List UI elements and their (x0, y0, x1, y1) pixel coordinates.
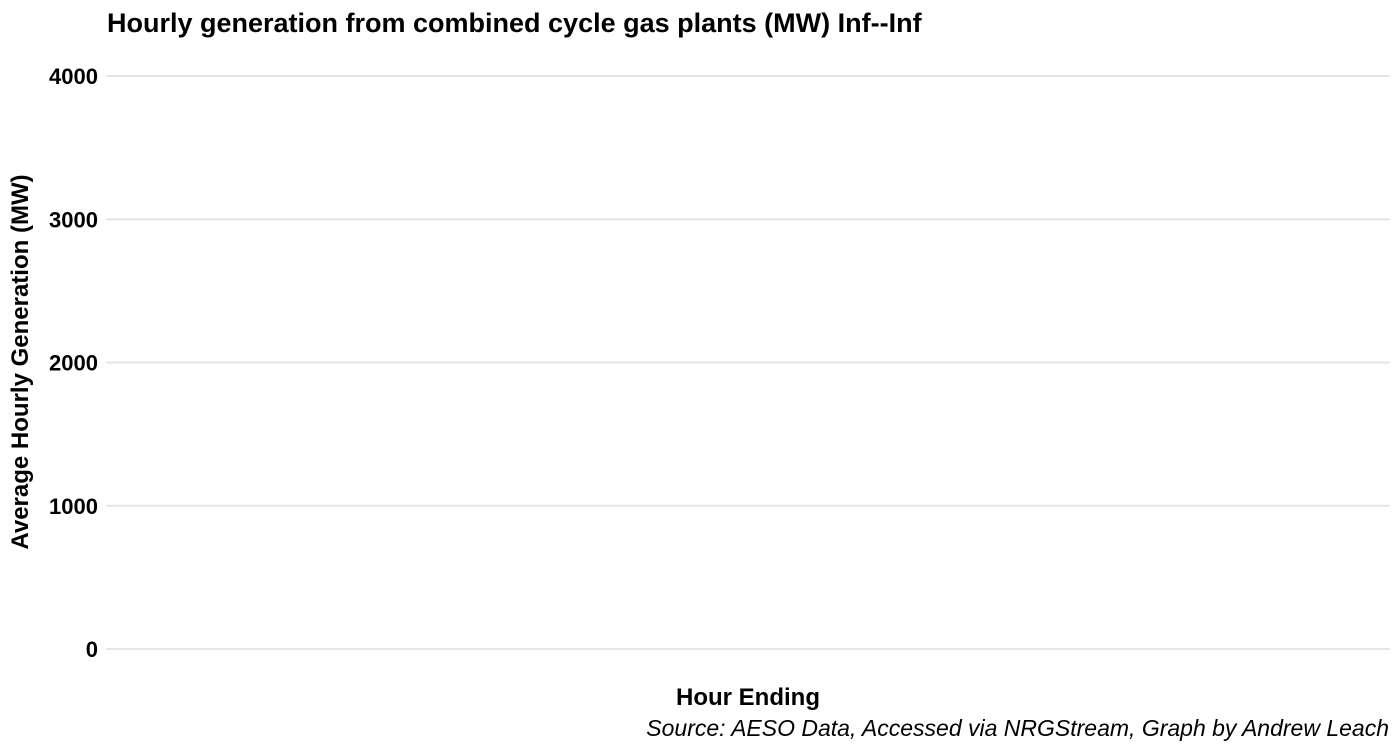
y-tick-labels: 0 1000 2000 3000 4000 (49, 64, 98, 662)
y-tick-label-0: 0 (86, 637, 98, 662)
x-axis-title: Hour Ending (676, 684, 820, 711)
y-tick-label-1000: 1000 (49, 494, 98, 519)
chart-title: Hourly generation from combined cycle ga… (107, 8, 923, 38)
y-axis-title: Average Hourly Generation (MW) (7, 174, 34, 549)
y-tick-label-4000: 4000 (49, 64, 98, 89)
chart-caption: Source: AESO Data, Accessed via NRGStrea… (646, 715, 1389, 741)
y-tick-label-3000: 3000 (49, 207, 98, 232)
gridlines (106, 75, 1390, 650)
y-tick-label-2000: 2000 (49, 351, 98, 376)
